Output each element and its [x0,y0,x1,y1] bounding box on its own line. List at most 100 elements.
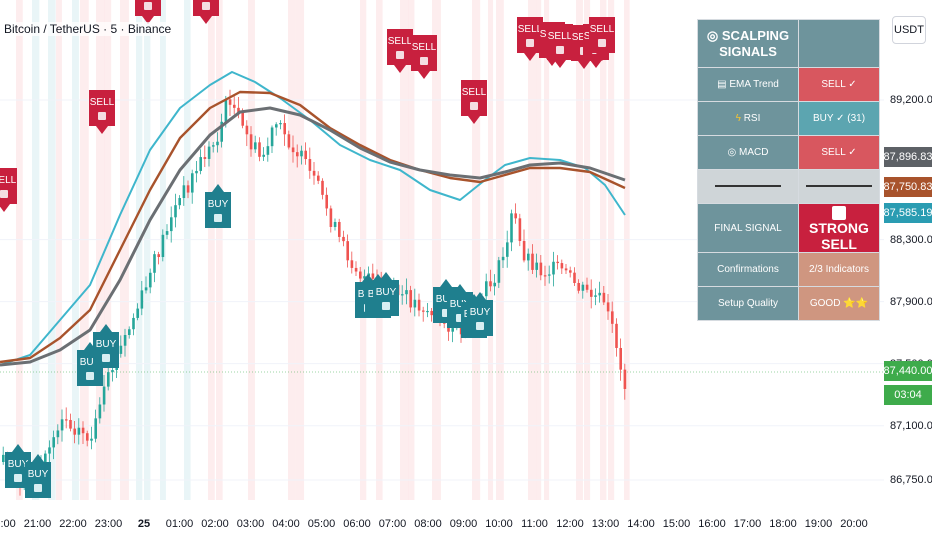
signal-background-band [432,0,441,500]
sell-signal-marker[interactable]: SELL [411,35,437,79]
rocket-icon [34,484,42,492]
marker-pointer [474,292,486,300]
marker-pointer [440,279,452,287]
time-axis-tick: 09:00 [449,518,478,530]
ema-fast-line [0,71,626,366]
price-tag: 87,440.00 [884,361,932,381]
sell-signal-marker[interactable]: SELL [517,17,543,61]
signal-background-band [600,0,607,500]
candle-body [249,134,253,150]
candle-body [165,231,169,235]
candle-body [338,221,341,237]
sell-signal-marker[interactable]: SELL [89,90,115,134]
signal-background-band [408,0,415,500]
time-axis-tick: 14:00 [627,518,655,530]
candle-body [119,345,123,354]
candle-body [329,208,333,227]
confirmations-value: 2/3 Indicators [798,252,880,288]
symbol-title[interactable]: Bitcoin / TetherUS · 5 · Binance [4,22,172,36]
buy-signal-marker[interactable]: BUY [467,292,493,336]
sell-signal-marker[interactable]: SELL [387,29,413,73]
sell-signal-marker[interactable]: SELL [547,24,573,68]
buy-signal-marker[interactable]: BUY [373,272,399,316]
time-axis-tick: 12:00 [556,518,584,530]
marker-pointer [362,274,374,282]
candle-body [602,292,606,303]
marker-pointer [212,184,224,192]
marker-box [461,80,487,116]
currency-badge[interactable]: USDT [892,16,926,44]
signal-background-band [400,0,409,500]
buy-marker-label: BUY [436,294,457,305]
candle-body [333,221,337,227]
time-axis-tick: 16:00 [698,518,726,530]
candle-body [321,180,324,195]
candle-body [300,150,303,157]
sell-signal-marker[interactable]: SELL [589,17,615,61]
candle-body [535,262,538,270]
chart-down-icon [0,190,8,198]
signal-background-band [96,0,105,500]
candle-body [522,240,526,261]
time-axis-tick: 08:00 [414,518,442,530]
candle-body [111,370,114,373]
sell-signal-marker[interactable]: SELL [0,168,17,212]
price-tag: 87,896.83 [884,147,932,167]
signal-background-band [488,0,494,500]
candle-body [564,268,568,271]
candle-body [216,141,219,146]
table-title: SCALPING SIGNALS [719,28,790,59]
price-axis-tick: 87,900.00 [890,295,932,308]
signal-background-band [584,0,591,500]
price-axis-tick: 88,300.00 [890,233,932,246]
time-axis-tick: 01:00 [165,518,194,530]
candle-body [153,254,156,273]
candle-body [228,99,232,105]
candle-body [623,369,627,389]
candle-body [606,302,610,312]
chart-down-icon [202,2,210,10]
signal-background-band [288,0,296,500]
candle-body [501,256,505,261]
price-axis-tick: 86,750.00 [890,474,932,486]
signal-background-band [576,0,583,500]
marker-pointer [394,65,406,73]
marker-box [25,462,51,498]
candle-body [77,427,81,435]
price-axis-tick: 87,100.00 [890,419,932,432]
candle-body [296,152,299,157]
price-axis[interactable] [884,0,932,512]
marker-pointer [418,71,430,79]
candle-body [174,205,177,218]
buy-signal-marker[interactable]: BUY [93,324,119,368]
marker-pointer [454,284,466,292]
rocket-icon [86,372,94,380]
candle-body [569,270,572,273]
candle-body [195,170,198,174]
candle-body [514,213,517,219]
macd-label: MACD [739,147,769,158]
time-axis-tick: 20:00 [840,518,868,530]
time-axis-tick: 03:00 [236,518,265,530]
signal-background-band [80,0,89,500]
candle-body [304,150,307,160]
time-axis-tick: 11:00 [521,518,548,530]
marker-pointer [96,126,108,134]
time-axis-tick: 18:00 [769,518,797,530]
candle-body [254,142,257,150]
signal-background-band [296,0,305,500]
sell-marker-label: SELL [0,175,17,186]
sell-marker-label: SELL [590,24,615,35]
sell-signal-marker[interactable]: SELL [461,80,487,124]
sell-signal-marker[interactable]: SELL [193,0,219,24]
buy-signal-marker[interactable]: BUY [25,454,51,498]
time-axis-tick: 22:00 [59,518,87,530]
price-chart[interactable]: SELLSELLSELLSELLSELLSELLSELLSELLSELLSELL… [0,0,884,512]
candle-body [573,272,576,283]
buy-marker-label: BUY [8,459,29,470]
candle-body [44,453,47,467]
buy-signal-marker[interactable]: BUY [205,184,231,228]
chart-down-icon [144,2,152,10]
price-axis-tick: 89,200.00 [890,94,932,106]
sell-signal-marker[interactable]: SELL [135,0,161,24]
